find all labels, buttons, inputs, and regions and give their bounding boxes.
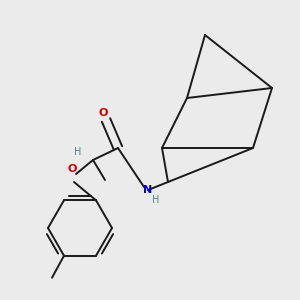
Text: N: N [143,185,153,195]
Text: H: H [74,147,82,157]
Text: H: H [152,195,160,205]
Text: O: O [67,164,77,174]
Text: O: O [98,108,108,118]
